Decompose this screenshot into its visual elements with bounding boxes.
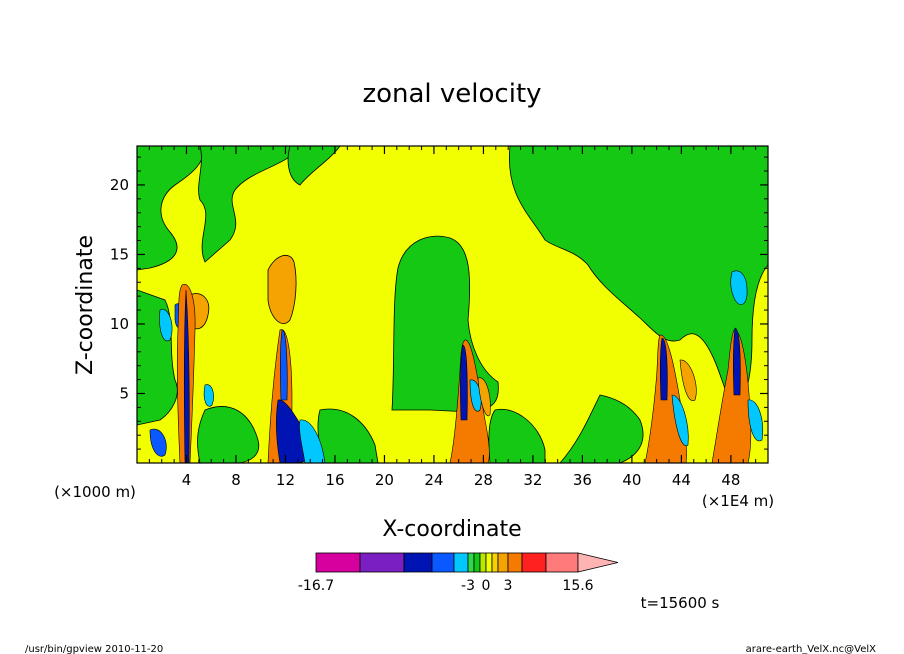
- green-region-right-bottom: [559, 394, 644, 463]
- green-region-bottom-left: [197, 406, 260, 463]
- x-tick-label: 28: [474, 471, 493, 489]
- chart-title: zonal velocity: [362, 79, 541, 109]
- green-region-bottom-mid: [317, 408, 379, 463]
- colorbar-tick-label: -16.7: [298, 578, 334, 594]
- colorbar-box: [473, 552, 481, 573]
- footer-left: /usr/bin/gpview 2010-11-20: [25, 644, 163, 654]
- plume-x27: [449, 339, 491, 463]
- y-tick-label: 5: [119, 384, 129, 402]
- contour-field: [137, 146, 768, 463]
- colorbar-extension: [577, 552, 619, 573]
- colorbar-box: [403, 552, 433, 573]
- colorbar-box: [479, 552, 487, 573]
- x-tick-label: 12: [276, 471, 295, 489]
- x-axis-label: X-coordinate: [382, 517, 521, 542]
- colorbar-tick-label: 0: [482, 578, 491, 594]
- x-tick-label: 24: [424, 471, 443, 489]
- time-label: t=15600 s: [641, 594, 720, 612]
- colorbar-box: [507, 552, 523, 573]
- x-tick-label: 36: [573, 471, 592, 489]
- colorbar-box: [431, 552, 455, 573]
- green-region-upper-left: [137, 146, 203, 271]
- x-tick-label: 20: [375, 471, 394, 489]
- colorbar-tick-labels: -16.7 -3 0 3 15.6: [298, 578, 594, 594]
- colorbar-box: [545, 552, 579, 573]
- colorbar-box: [497, 552, 509, 573]
- colorbar-tick-label: -3: [461, 578, 475, 594]
- colorbar-box: [359, 552, 405, 573]
- green-region-upper-right: [508, 146, 768, 411]
- colorbar-box: [315, 552, 361, 573]
- y-tick-label: 10: [110, 315, 129, 333]
- plot-frame: [136, 145, 769, 464]
- colorbar-tick-label: 3: [504, 578, 513, 594]
- green-region-upper-mid: [198, 146, 301, 263]
- footer-right: arare-earth_VelX.nc@VelX: [746, 644, 877, 654]
- x-tick-label: 40: [622, 471, 641, 489]
- plume-x43: [644, 334, 697, 463]
- x-unit-right: (×1E4 m): [702, 492, 774, 510]
- colorbar: [315, 552, 619, 573]
- orange-blob-upper: [267, 254, 297, 325]
- plume-x4: [149, 283, 214, 463]
- x-unit-left: (×1000 m): [54, 483, 136, 501]
- x-tick-label: 16: [325, 471, 344, 489]
- colorbar-tick-label: 15.6: [562, 578, 593, 594]
- x-tick-label: 32: [523, 471, 542, 489]
- x-axis-ticks: 4 8 12 16 20 24 28 32 36 40 44 48: [148, 146, 757, 489]
- plume-x48: [711, 270, 763, 463]
- x-tick-label: 44: [672, 471, 691, 489]
- y-tick-label: 20: [110, 176, 129, 194]
- y-axis-label: Z-coordinate: [73, 235, 98, 375]
- x-tick-label: 48: [721, 471, 740, 489]
- green-region-bottom-center: [488, 408, 546, 463]
- colorbar-box: [467, 552, 475, 573]
- colorbar-box: [521, 552, 547, 573]
- colorbar-box: [491, 552, 499, 573]
- x-tick-label: 8: [231, 471, 241, 489]
- plume-x12: [267, 329, 326, 463]
- green-region-left-top: [287, 146, 341, 186]
- x-tick-label: 4: [182, 471, 192, 489]
- y-tick-label: 15: [110, 245, 129, 263]
- colorbar-box: [485, 552, 493, 573]
- y-axis-ticks: 5 10 15 20: [110, 156, 768, 450]
- colorbar-box: [453, 552, 469, 573]
